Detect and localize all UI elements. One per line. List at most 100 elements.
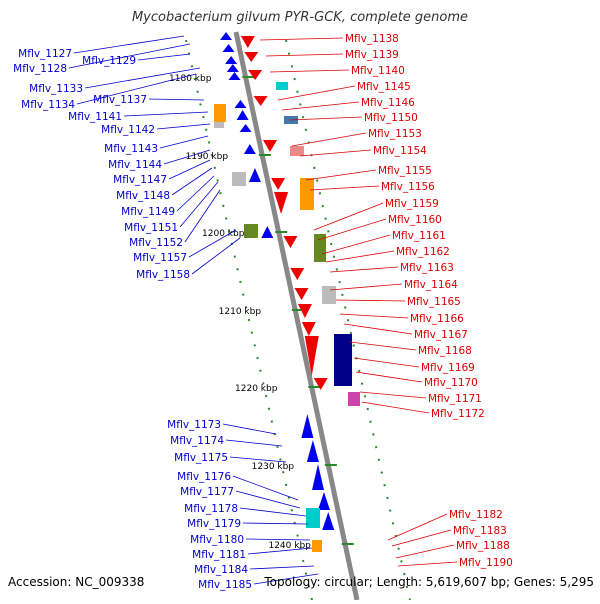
kbp-tick-label: 1230 kbp bbox=[252, 462, 295, 472]
forward-gene-block bbox=[214, 104, 226, 122]
left-gene-leader bbox=[225, 439, 283, 447]
left-gene-label: Mflv_1178 bbox=[184, 503, 238, 515]
reverse-gene-arrow bbox=[283, 236, 298, 248]
left-gene-leader bbox=[168, 159, 211, 180]
right-gene-leader bbox=[349, 341, 417, 351]
right-gene-leader bbox=[329, 266, 399, 273]
left-gene-leader bbox=[239, 507, 307, 517]
left-gene-leader bbox=[184, 189, 221, 243]
right-gene-label: Mflv_1171 bbox=[428, 393, 482, 405]
right-gene-label: Mflv_1156 bbox=[381, 181, 435, 193]
kbp-tick-label: 1220 kbp bbox=[235, 384, 278, 394]
left-gene-leader bbox=[188, 229, 237, 258]
right-gene-label: Mflv_1164 bbox=[404, 279, 458, 291]
right-gene-leader bbox=[395, 544, 455, 559]
left-gene-label: Mflv_1177 bbox=[180, 486, 234, 498]
kbp-tick-label: 1200 kbp bbox=[202, 229, 245, 239]
right-gene-label: Mflv_1172 bbox=[431, 408, 485, 420]
left-gene-label: Mflv_1185 bbox=[198, 579, 252, 591]
right-gene-label: Mflv_1160 bbox=[388, 214, 442, 226]
right-gene-label: Mflv_1140 bbox=[351, 65, 405, 77]
right-gene-label: Mflv_1163 bbox=[400, 262, 454, 274]
reverse-gene-arrow bbox=[301, 322, 316, 336]
kbp-tick-label: 1190 kbp bbox=[186, 152, 229, 162]
forward-gene-block bbox=[244, 224, 258, 238]
left-gene-label: Mflv_1184 bbox=[194, 564, 248, 576]
reverse-gene-block bbox=[334, 334, 352, 386]
left-gene-label: Mflv_1152 bbox=[129, 237, 183, 249]
left-gene-leader bbox=[148, 98, 205, 101]
left-gene-label: Mflv_1158 bbox=[136, 269, 190, 281]
right-gene-label: Mflv_1188 bbox=[456, 540, 510, 552]
left-gene-label: Mflv_1129 bbox=[82, 55, 136, 67]
right-gene-leader bbox=[339, 313, 409, 319]
forward-gene-block bbox=[214, 122, 224, 128]
right-gene-label: Mflv_1150 bbox=[364, 112, 418, 124]
reverse-gene-arrow bbox=[248, 70, 263, 80]
reverse-gene-arrow bbox=[263, 140, 278, 152]
right-gene-leader bbox=[313, 202, 384, 231]
right-gene-leader bbox=[289, 116, 363, 121]
left-gene-leader bbox=[247, 547, 313, 555]
left-gene-leader bbox=[171, 167, 213, 196]
left-gene-label: Mflv_1179 bbox=[187, 518, 241, 530]
left-gene-label: Mflv_1127 bbox=[18, 48, 72, 60]
forward-gene-arrow bbox=[236, 110, 249, 120]
left-gene-label: Mflv_1128 bbox=[13, 63, 67, 75]
left-gene-label: Mflv_1175 bbox=[174, 452, 228, 464]
right-gene-leader bbox=[335, 299, 406, 302]
reverse-gene-arrow bbox=[271, 178, 286, 190]
left-gene-leader bbox=[232, 475, 299, 501]
reverse-gene-block bbox=[276, 82, 288, 90]
forward-gene-arrow bbox=[261, 226, 274, 238]
right-gene-label: Mflv_1169 bbox=[421, 362, 475, 374]
left-gene-leader bbox=[123, 111, 209, 117]
left-gene-leader bbox=[179, 181, 219, 228]
right-gene-leader bbox=[343, 323, 413, 335]
reverse-gene-arrow bbox=[304, 336, 319, 376]
reverse-gene-block bbox=[322, 286, 336, 304]
left-gene-label: Mflv_1148 bbox=[116, 190, 170, 202]
right-gene-leader bbox=[397, 561, 458, 567]
left-gene-leader bbox=[245, 538, 311, 541]
accession-text: Accession: NC_009338 bbox=[8, 575, 145, 589]
reverse-gene-arrow bbox=[297, 304, 312, 318]
left-dotted-track bbox=[185, 39, 313, 601]
right-gene-leader bbox=[387, 513, 448, 541]
right-gene-leader bbox=[317, 218, 387, 241]
right-gene-label: Mflv_1161 bbox=[392, 230, 446, 242]
left-gene-leader bbox=[253, 573, 319, 585]
left-gene-label: Mflv_1134 bbox=[21, 99, 75, 111]
left-gene-leader bbox=[159, 135, 209, 149]
right-gene-label: Mflv_1145 bbox=[357, 81, 411, 93]
right-gene-label: Mflv_1182 bbox=[449, 509, 503, 521]
left-gene-leader bbox=[84, 67, 201, 89]
kbp-tick-label: 1210 kbp bbox=[219, 307, 262, 317]
right-gene-label: Mflv_1167 bbox=[414, 329, 468, 341]
right-gene-leader bbox=[355, 371, 423, 383]
right-gene-label: Mflv_1183 bbox=[453, 525, 507, 537]
reverse-gene-arrow bbox=[313, 378, 328, 390]
right-gene-label: Mflv_1190 bbox=[459, 557, 513, 569]
reverse-gene-block bbox=[290, 146, 304, 156]
left-gene-label: Mflv_1147 bbox=[113, 174, 167, 186]
right-gene-leader bbox=[305, 169, 377, 181]
left-gene-leader bbox=[235, 490, 301, 509]
left-gene-leader bbox=[191, 237, 241, 275]
forward-gene-arrow bbox=[312, 464, 325, 490]
right-gene-leader bbox=[325, 250, 395, 263]
left-gene-label: Mflv_1133 bbox=[29, 83, 83, 95]
reverse-gene-block bbox=[300, 178, 314, 210]
right-gene-leader bbox=[359, 391, 427, 399]
reverse-gene-arrow bbox=[290, 268, 305, 280]
reverse-gene-block bbox=[348, 392, 360, 406]
right-gene-leader bbox=[391, 529, 452, 547]
left-gene-label: Mflv_1174 bbox=[170, 435, 224, 447]
left-gene-label: Mflv_1180 bbox=[190, 534, 244, 546]
forward-gene-arrow bbox=[220, 32, 232, 40]
left-gene-leader bbox=[137, 53, 191, 61]
backbone-line bbox=[233, 31, 360, 601]
right-gene-leader bbox=[265, 53, 344, 57]
right-gene-label: Mflv_1168 bbox=[418, 345, 472, 357]
